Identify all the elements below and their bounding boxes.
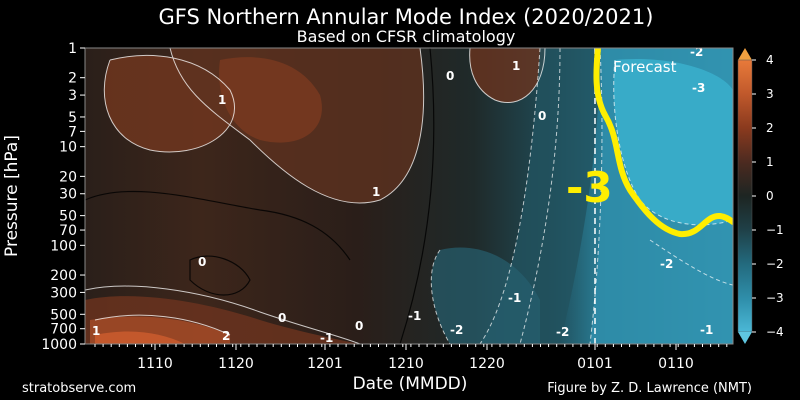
zero-contours	[85, 48, 435, 344]
warm-blob	[469, 48, 545, 103]
colorbar-scale	[737, 59, 753, 333]
contour-label: 0	[355, 319, 363, 333]
y-tick-label: 20	[59, 169, 77, 185]
footer-right: Figure by Z. D. Lawrence (NMT)	[547, 381, 752, 396]
colorbar-tick-label: 4	[766, 53, 774, 67]
y-tick-label: 100	[50, 238, 77, 254]
big-annotation: -3	[566, 163, 613, 212]
x-tick-label: 1120	[218, 356, 254, 372]
contour-label: -2	[660, 257, 673, 271]
chart-subtitle: Based on CFSR climatology	[297, 27, 516, 46]
contour-label: -2	[556, 325, 569, 339]
highlight-contour	[593, 48, 733, 238]
x-tick-label: 1201	[307, 356, 343, 372]
y-axis-label: Pressure [hPa]	[2, 135, 22, 257]
y-tick-label: 200	[50, 268, 77, 284]
cool-blob	[613, 59, 733, 225]
colorbar-tick-label: −1	[766, 223, 784, 237]
colorbar: 4 3 2 1 0 −1 −2 −3 −4	[737, 48, 784, 344]
plot-frame	[84, 47, 734, 345]
x-axis: 1110 1120 1201 1210 1220 0101 0110	[94, 344, 728, 372]
contour-label: -1	[320, 331, 333, 345]
contour-label: 1	[92, 324, 100, 338]
x-tick-label: 0101	[577, 356, 613, 372]
forecast-label: Forecast	[613, 58, 677, 76]
x-tick-label: 1220	[469, 356, 505, 372]
y-tick-label: 2	[68, 71, 77, 87]
footer-left: stratobserve.com	[22, 381, 136, 396]
x-tick-label: 0110	[658, 356, 694, 372]
warm-blob	[219, 57, 322, 143]
contour-label: -2	[450, 323, 463, 337]
contour-lines	[85, 48, 546, 344]
contour-label: 1	[218, 93, 226, 107]
y-tick-label: 3	[68, 88, 77, 104]
y-tick-label: 70	[59, 223, 77, 239]
y-tick-label: 500	[50, 307, 77, 323]
y-tick-label: 1	[68, 41, 77, 57]
colorbar-arrow-top	[738, 48, 752, 60]
warm-blob	[95, 331, 185, 344]
colorbar-tick-label: 3	[766, 87, 774, 101]
contour-label: 2	[222, 329, 230, 343]
contour-label: 1	[512, 59, 520, 73]
colorbar-tick-label: −2	[766, 257, 784, 271]
y-tick-label: 5	[68, 110, 77, 126]
colorbar-tick-label: 0	[766, 189, 774, 203]
y-tick-label: 700	[50, 322, 77, 338]
x-tick-label: 1110	[137, 356, 173, 372]
contour-label: 0	[198, 255, 206, 269]
contour-label: 0	[278, 311, 286, 325]
heatmap-field: 1 1 1 1 0 0 0 0 0 -1 -1 -1 2 -2 -2 -2 -2…	[85, 45, 733, 345]
contour-label: -3	[692, 81, 705, 95]
y-tick-label: 30	[59, 187, 77, 203]
contour-label: -1	[700, 323, 713, 337]
x-axis-label: Date (MMDD)	[353, 374, 468, 394]
colorbar-arrow-bottom	[738, 332, 752, 344]
colorbar-tick-label: −4	[766, 325, 784, 339]
contour-label: -1	[508, 291, 521, 305]
x-tick-label: 1210	[388, 356, 424, 372]
contour-label: -1	[408, 309, 421, 323]
contour-label: -2	[690, 45, 703, 59]
cool-blob	[431, 247, 540, 344]
contour-label: 0	[446, 69, 454, 83]
contour-label: 0	[538, 109, 546, 123]
colorbar-tick-label: −3	[766, 291, 784, 305]
y-tick-label: 1000	[41, 337, 77, 353]
contour-label: 1	[372, 185, 380, 199]
y-tick-label: 7	[68, 124, 77, 140]
y-tick-label: 10	[59, 140, 77, 156]
colorbar-tick-label: 2	[766, 121, 774, 135]
chart-title: GFS Northern Annular Mode Index (2020/20…	[159, 5, 654, 29]
colorbar-tick-label: 1	[766, 155, 774, 169]
y-tick-label: 300	[50, 285, 77, 301]
y-tick-label: 50	[59, 209, 77, 225]
